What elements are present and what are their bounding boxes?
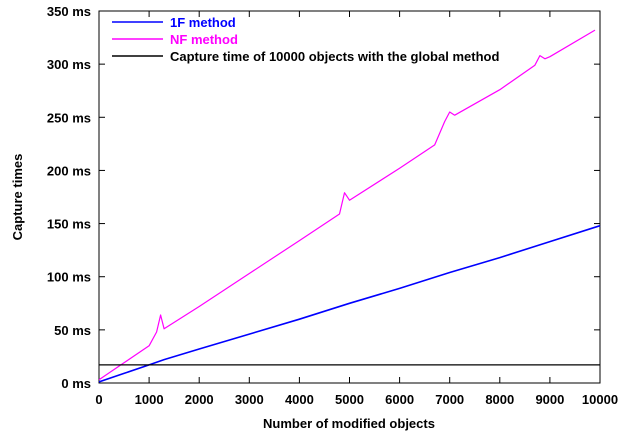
y-tick-label: 250 ms: [47, 110, 91, 125]
y-tick-label: 100 ms: [47, 270, 91, 285]
x-tick-label: 10000: [582, 392, 618, 407]
series-layer: [98, 29, 601, 383]
y-tick-label: 0 ms: [61, 376, 91, 391]
legend-label-nf-method: NF method: [170, 32, 238, 47]
x-axis-title: Number of modified objects: [263, 416, 435, 431]
plot-frame: [98, 10, 601, 384]
x-tick-label: 1000: [135, 392, 164, 407]
x-tick-label: 3000: [235, 392, 264, 407]
series-line-1f-method: [98, 224, 601, 383]
y-tick-label: 300 ms: [47, 57, 91, 72]
legend-label-capture-time-of-10000-objects-with-the-global-method: Capture time of 10000 objects with the g…: [170, 49, 499, 64]
y-axis-title: Capture times: [10, 154, 25, 241]
x-axis-ticks: 0 1000 2000 3000 4000 5000 6000 7000 8000 9000 100…: [95, 11, 618, 407]
x-tick-label: 9000: [535, 392, 564, 407]
legend-label-1f-method: 1F method: [170, 15, 236, 30]
y-axis-ticks: 0 ms 50 ms 100 ms 150 ms 200 ms 250 ms 300 ms 3…: [47, 4, 600, 391]
x-tick-label: 0: [95, 392, 102, 407]
y-tick-label: 200 ms: [47, 163, 91, 178]
y-tick-label: 350 ms: [47, 4, 91, 19]
x-tick-label: 7000: [435, 392, 464, 407]
x-tick-label: 6000: [385, 392, 414, 407]
x-tick-label: 5000: [335, 392, 364, 407]
y-tick-label: 50 ms: [54, 323, 91, 338]
legend: 1F method NF method Capture time of 10000 …: [112, 15, 499, 64]
x-tick-label: 2000: [185, 392, 214, 407]
x-tick-label: 4000: [285, 392, 314, 407]
y-tick-label: 150 ms: [47, 217, 91, 232]
series-line-nf-method: [98, 29, 596, 381]
x-tick-label: 8000: [485, 392, 514, 407]
